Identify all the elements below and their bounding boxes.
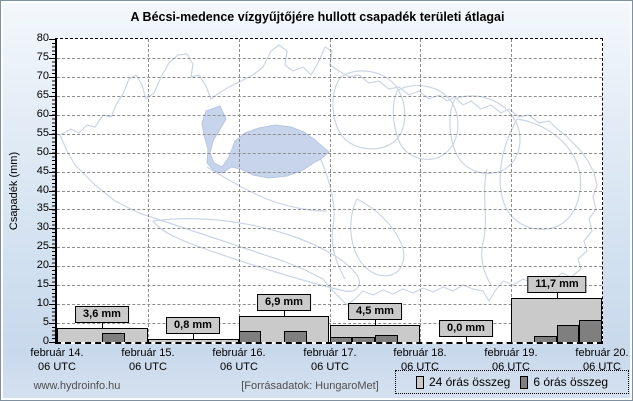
y-tick-label: 45	[36, 165, 49, 177]
value-label-connector	[557, 292, 558, 298]
x-tick-date: február 15.	[121, 347, 175, 359]
y-tick-label: 70	[36, 70, 49, 82]
legend-label: 6 órás összeg	[533, 375, 609, 389]
subbasin-boundary	[392, 84, 459, 160]
v-gridline	[329, 39, 331, 342]
x-tick-time: 06 UTC	[220, 361, 258, 373]
bar-6h-sum	[533, 336, 557, 342]
value-label-connector	[102, 323, 103, 329]
value-label-connector	[284, 310, 285, 316]
y-tick-label: 30	[36, 221, 49, 233]
y-tick-label: 35	[36, 202, 49, 214]
subbasin-boundary	[350, 198, 405, 277]
lake-shape	[201, 105, 330, 179]
v-gridline	[511, 39, 513, 342]
y-tick-label: 60	[36, 108, 49, 120]
y-axis-minor-ticks	[52, 39, 55, 342]
bar-6h-sum	[284, 331, 307, 342]
legend-label: 24 órás összeg	[428, 375, 511, 389]
x-tick-label: február 16. 06 UTC	[193, 346, 285, 374]
plot-area: 3,6 mm 0,8 mm 6,9 mm 4,5 mm 0,0 mm 11,7 mm	[55, 38, 603, 344]
chart-title: A Bécsi-medence vízgyűjtőjére hullott cs…	[130, 10, 505, 24]
y-tick-label: 5	[42, 316, 49, 328]
value-label-connector	[466, 337, 467, 342]
value-label-connector	[193, 333, 194, 339]
legend-item: 6 órás összeg	[520, 375, 608, 389]
x-tick-date: február 14.	[30, 347, 84, 359]
y-tick-label: 10	[36, 297, 49, 309]
subbasin-boundary	[449, 95, 521, 174]
source-label: [Forrásadatok: HungaroMet]	[241, 380, 379, 392]
y-tick-label: 25	[36, 240, 49, 252]
value-label: 0,8 mm	[166, 316, 220, 334]
x-tick-date: február 17.	[303, 347, 357, 359]
y-tick-label: 80	[36, 32, 49, 44]
x-tick-time: 06 UTC	[38, 361, 76, 373]
legend-box: 24 órás összeg 6 órás összeg	[395, 370, 629, 394]
subbasin-boundary	[152, 218, 360, 292]
legend-swatch	[415, 375, 424, 389]
subbasin-boundary	[499, 118, 582, 230]
v-gridline	[147, 39, 149, 342]
value-label: 4,5 mm	[348, 302, 402, 320]
x-tick-time: 06 UTC	[311, 361, 349, 373]
y-tick-label: 55	[36, 127, 49, 139]
x-tick-label: február 14. 06 UTC	[11, 346, 103, 374]
x-tick-date: február 19.	[484, 347, 538, 359]
value-label: 3,6 mm	[75, 306, 129, 324]
bar-6h-sum	[352, 337, 375, 342]
x-tick-date: február 16.	[212, 347, 266, 359]
river-line	[318, 154, 346, 280]
y-tick-label: 50	[36, 146, 49, 158]
x-tick-label: február 17. 06 UTC	[284, 346, 376, 374]
y-tick	[49, 342, 55, 343]
value-label: 0,0 mm	[439, 320, 493, 337]
y-tick-label: 0	[42, 335, 49, 347]
bar-6h-sum	[374, 334, 398, 342]
y-tick-label: 20	[36, 259, 49, 271]
y-tick-label: 65	[36, 89, 49, 101]
x-tick-time: 06 UTC	[129, 361, 167, 373]
value-label-connector	[375, 319, 376, 325]
legend-swatch	[520, 375, 529, 389]
y-tick-label: 15	[36, 278, 49, 290]
x-tick-date: február 18.	[393, 347, 447, 359]
v-gridline	[238, 39, 240, 342]
legend-item: 24 órás összeg	[415, 375, 511, 389]
value-label: 11,7 mm	[527, 275, 587, 293]
bar-6h-sum	[556, 324, 580, 342]
subbasin-boundary	[332, 70, 406, 150]
x-tick-date: február 20.	[575, 347, 629, 359]
bar-6h-sum	[102, 332, 126, 342]
x-tick-label: február 15. 06 UTC	[102, 346, 194, 374]
bar-6h-sum	[238, 331, 262, 342]
y-tick-label: 75	[36, 51, 49, 63]
v-gridline	[420, 39, 422, 342]
bar-6h-sum	[329, 337, 353, 342]
value-label: 6,9 mm	[257, 293, 311, 311]
river-line	[481, 168, 492, 286]
website-label: www.hydroinfo.hu	[33, 380, 121, 392]
bar-6h-sum	[579, 320, 602, 342]
y-tick-label: 40	[36, 184, 49, 196]
bar-24h-sum	[147, 338, 239, 342]
